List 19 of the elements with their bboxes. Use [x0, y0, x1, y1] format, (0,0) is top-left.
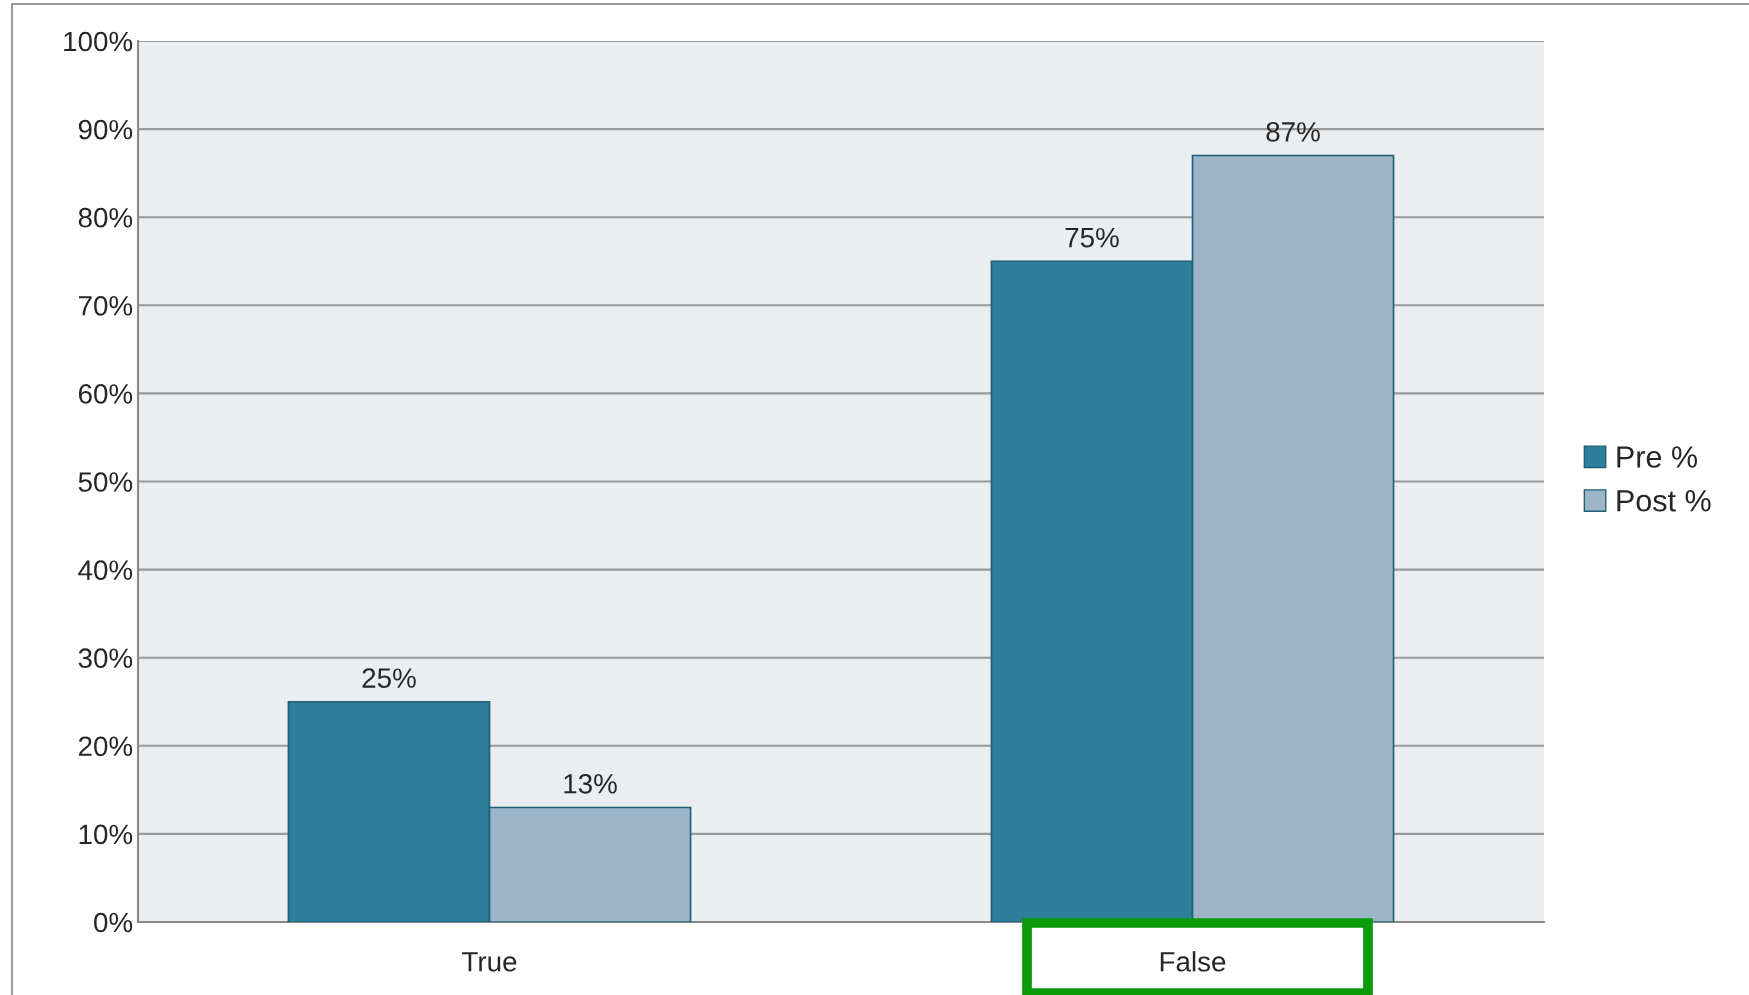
- y-tick-label: 20%: [78, 736, 133, 757]
- y-tick-label: 60%: [78, 384, 133, 404]
- data-label: 87%: [1266, 122, 1320, 142]
- data-label: 13%: [564, 773, 617, 794]
- y-tick-label: 80%: [78, 207, 133, 228]
- x-tick-label: False: [1160, 951, 1226, 972]
- y-tick-label: 10%: [79, 824, 133, 845]
- y-tick-label: 0%: [94, 912, 133, 933]
- y-tick-label: 90%: [78, 119, 133, 140]
- legend-label: Post %: [1617, 490, 1711, 512]
- legend-label: Pre %: [1617, 446, 1698, 468]
- y-tick-label: 40%: [78, 560, 133, 580]
- y-tick-label: 50%: [78, 472, 133, 492]
- data-label: 75%: [1065, 227, 1119, 248]
- y-tick-label: 30%: [78, 648, 133, 669]
- x-tick-label: True: [462, 952, 517, 972]
- y-tick-label: 70%: [78, 295, 133, 316]
- y-tick-label: 100%: [64, 31, 133, 52]
- data-label: 25%: [362, 668, 416, 688]
